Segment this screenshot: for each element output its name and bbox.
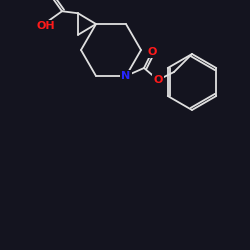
Text: OH: OH xyxy=(37,21,55,31)
Text: N: N xyxy=(122,71,130,81)
Text: O: O xyxy=(153,75,163,85)
Text: O: O xyxy=(147,47,157,57)
